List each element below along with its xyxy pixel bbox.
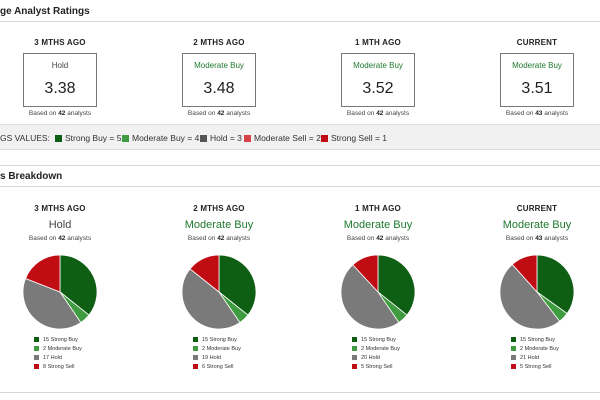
pie-slice-15-strong-buy <box>377 254 416 316</box>
pie-slice-6-strong-sell <box>189 254 220 293</box>
breakdown-rating: Moderate Buy <box>343 219 413 231</box>
divider <box>0 392 600 393</box>
based-on: Based on 43 analysts <box>505 110 569 117</box>
based-on: Based on 42 analysts <box>28 110 92 117</box>
rating-value: 3.51 <box>521 80 553 97</box>
period-label: 3 MTHS AGO <box>34 38 86 47</box>
legend-label: GS VALUES: <box>0 133 50 143</box>
pie-slice-15-strong-buy <box>536 254 575 315</box>
breakdown-3-mths-ago: 3 MTHS AGO Hold Based on 42 analysts <box>0 204 135 242</box>
pie-legend-item: 15 Strong Buy <box>34 336 82 345</box>
legend-moderate-buy: Moderate Buy = 4 <box>122 133 199 143</box>
divider <box>0 186 600 187</box>
pie-slice-8-strong-sell <box>25 254 61 293</box>
moderate-buy-swatch <box>122 135 129 142</box>
pie-legend-item: 6 Strong Sell <box>193 363 241 372</box>
summary-current: CURRENT Moderate Buy 3.51 Based on 43 an… <box>477 38 597 117</box>
breakdown-rating: Moderate Buy <box>184 219 254 231</box>
rating-value: 3.48 <box>203 80 235 97</box>
pie-legend-item: 8 Strong Sell <box>34 363 82 372</box>
divider <box>0 165 600 166</box>
based-on: Based on 42 analysts <box>28 235 92 242</box>
ratings-values-legend: GS VALUES: Strong Buy = 5 Moderate Buy =… <box>0 124 600 150</box>
based-on: Based on 42 analysts <box>187 110 251 117</box>
rating-text: Moderate Buy <box>194 61 244 70</box>
pie-slice-5-strong-sell <box>352 254 379 294</box>
rating-text: Hold <box>51 61 69 70</box>
breakdown-rating: Hold <box>48 219 72 231</box>
analyst-ratings-title: ge Analyst Ratings <box>0 6 90 17</box>
pie-slice-15-strong-buy <box>59 254 98 316</box>
pie-legend-item: 15 Strong Buy <box>511 336 559 345</box>
rating-box: Moderate Buy 3.51 <box>500 53 574 107</box>
pie-legend-item: 15 Strong Buy <box>352 336 400 345</box>
moderate-sell-swatch <box>244 135 251 142</box>
ratings-breakdown-title: s Breakdown <box>0 171 63 182</box>
pie-legend-item: 21 Hold <box>511 354 559 363</box>
pie-slice-5-strong-sell <box>511 254 538 294</box>
legend-moderate-sell: Moderate Sell = 2 <box>244 133 321 143</box>
pie-chart-1-mth-ago <box>340 254 416 330</box>
period-label: 1 MTH AGO <box>355 38 401 47</box>
rating-box: Moderate Buy 3.52 <box>341 53 415 107</box>
pie-legend-current: 15 Strong Buy 2 Moderate Buy 21 Hold 5 S… <box>511 336 559 372</box>
rating-box: Moderate Buy 3.48 <box>182 53 256 107</box>
hold-swatch <box>200 135 207 142</box>
pie-legend-item: 5 Strong Sell <box>352 363 400 372</box>
pie-legend-3-mths-ago: 15 Strong Buy 2 Moderate Buy 17 Hold 8 S… <box>34 336 82 372</box>
rating-text: Moderate Buy <box>512 61 562 70</box>
pie-legend-item: 2 Moderate Buy <box>352 345 400 354</box>
pie-legend-item: 2 Moderate Buy <box>193 345 241 354</box>
breakdown-current: CURRENT Moderate Buy Based on 43 analyst… <box>462 204 600 242</box>
pie-slice-19-hold <box>181 268 241 330</box>
pie-slice-15-strong-buy <box>218 254 257 316</box>
pie-legend-item: 5 Strong Sell <box>511 363 559 372</box>
based-on: Based on 42 analysts <box>346 110 410 117</box>
summary-3-mths-ago: 3 MTHS AGO Hold 3.38 Based on 42 analyst… <box>0 38 120 117</box>
rating-value: 3.52 <box>362 80 394 97</box>
based-on: Based on 42 analysts <box>187 235 251 242</box>
period-label: 3 MTHS AGO <box>34 204 86 213</box>
strong-sell-swatch <box>321 135 328 142</box>
summary-2-mths-ago: 2 MTHS AGO Moderate Buy 3.48 Based on 42… <box>159 38 279 117</box>
pie-chart-current <box>499 254 575 330</box>
based-on: Based on 42 analysts <box>346 235 410 242</box>
rating-text: Moderate Buy <box>353 61 403 70</box>
rating-value: 3.38 <box>44 80 76 97</box>
breakdown-2-mths-ago: 2 MTHS AGO Moderate Buy Based on 42 anal… <box>144 204 294 242</box>
pie-legend-1-mth-ago: 15 Strong Buy 2 Moderate Buy 20 Hold 5 S… <box>352 336 400 372</box>
rating-box: Hold 3.38 <box>23 53 97 107</box>
pie-legend-item: 17 Hold <box>34 354 82 363</box>
period-label: CURRENT <box>516 38 558 47</box>
pie-slice-21-hold <box>499 263 561 330</box>
legend-strong-buy: Strong Buy = 5 <box>55 133 121 143</box>
divider <box>0 21 600 22</box>
pie-chart-3-mths-ago <box>22 254 98 330</box>
pie-legend-item: 2 Moderate Buy <box>34 345 82 354</box>
breakdown-rating: Moderate Buy <box>502 219 572 231</box>
pie-legend-item: 2 Moderate Buy <box>511 345 559 354</box>
period-label: 2 MTHS AGO <box>193 38 245 47</box>
pie-chart-2-mths-ago <box>181 254 257 330</box>
period-label: 2 MTHS AGO <box>193 204 245 213</box>
period-label: 1 MTH AGO <box>355 204 401 213</box>
breakdown-1-mth-ago: 1 MTH AGO Moderate Buy Based on 42 analy… <box>303 204 453 242</box>
based-on: Based on 43 analysts <box>505 235 569 242</box>
legend-strong-sell: Strong Sell = 1 <box>321 133 387 143</box>
pie-legend-item: 20 Hold <box>352 354 400 363</box>
pie-legend-item: 15 Strong Buy <box>193 336 241 345</box>
legend-hold: Hold = 3 <box>200 133 242 143</box>
strong-buy-swatch <box>55 135 62 142</box>
pie-slice-20-hold <box>340 264 400 330</box>
summary-1-mth-ago: 1 MTH AGO Moderate Buy 3.52 Based on 42 … <box>318 38 438 117</box>
period-label: CURRENT <box>516 204 558 213</box>
pie-slice-17-hold <box>22 277 82 330</box>
pie-legend-2-mths-ago: 15 Strong Buy 2 Moderate Buy 19 Hold 6 S… <box>193 336 241 372</box>
pie-legend-item: 19 Hold <box>193 354 241 363</box>
